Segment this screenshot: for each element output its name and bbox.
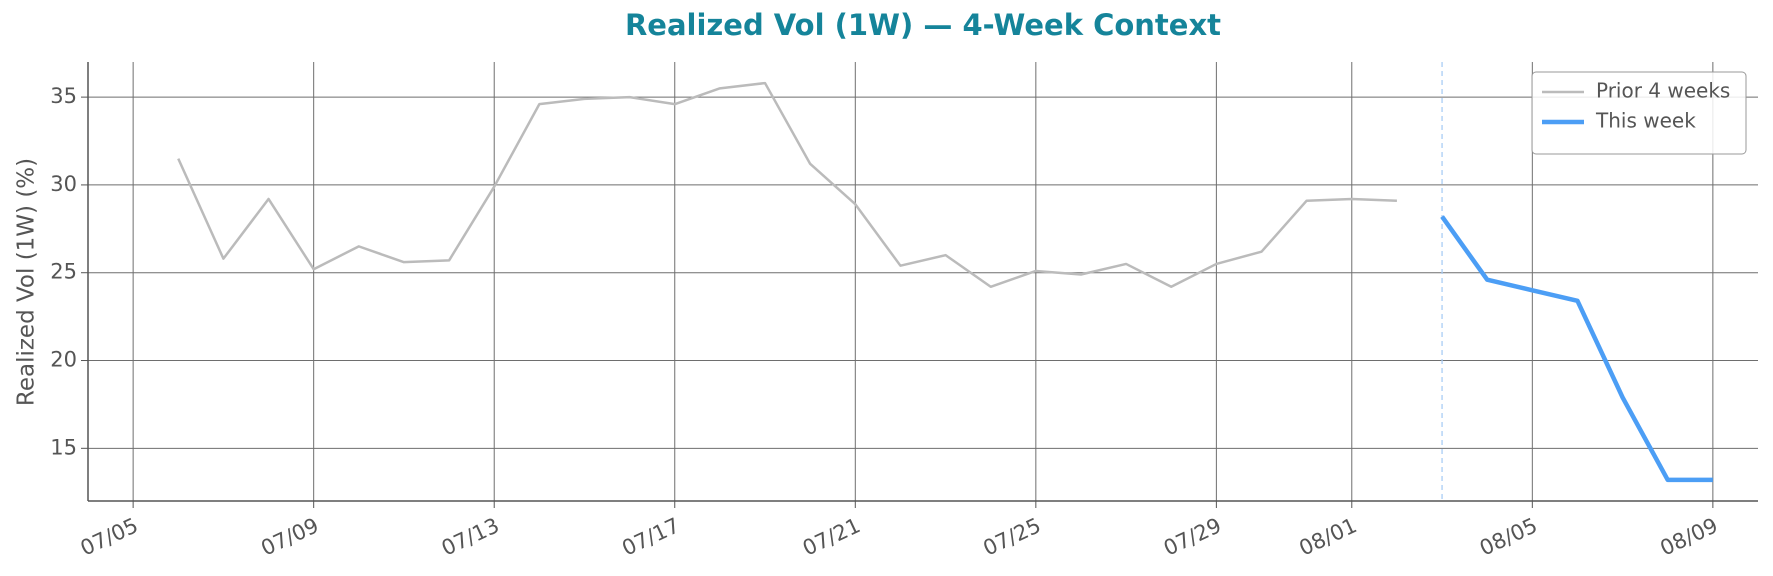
- y-tick-label: 15: [50, 435, 77, 459]
- chart-title: Realized Vol (1W) — 4-Week Context: [625, 8, 1221, 42]
- legend-box: [1531, 71, 1747, 155]
- x-tick-label: 07/09: [257, 513, 322, 560]
- x-tick-label: 08/09: [1657, 513, 1722, 560]
- series-line: [1440, 215, 1713, 483]
- y-tick-label: 25: [50, 260, 77, 284]
- legend-label: This week: [1595, 109, 1696, 133]
- x-tick-label: 07/25: [979, 513, 1044, 560]
- x-tick-label: 08/05: [1476, 513, 1541, 560]
- x-tick-label: 08/01: [1295, 513, 1360, 560]
- y-tick-label: 30: [50, 172, 77, 196]
- y-tick-label: 35: [50, 84, 77, 108]
- legend-label: Prior 4 weeks: [1596, 79, 1730, 103]
- x-tick-label: 07/05: [77, 513, 142, 560]
- x-tick-label: 07/29: [1160, 513, 1225, 560]
- series-line: [177, 81, 1397, 289]
- y-axis-label: Realized Vol (1W) (%): [14, 158, 40, 406]
- y-tick-label: 20: [50, 348, 77, 372]
- x-tick-label: 07/17: [618, 513, 683, 560]
- x-tick-label: 07/13: [438, 513, 503, 560]
- x-tick-label: 07/21: [799, 513, 864, 560]
